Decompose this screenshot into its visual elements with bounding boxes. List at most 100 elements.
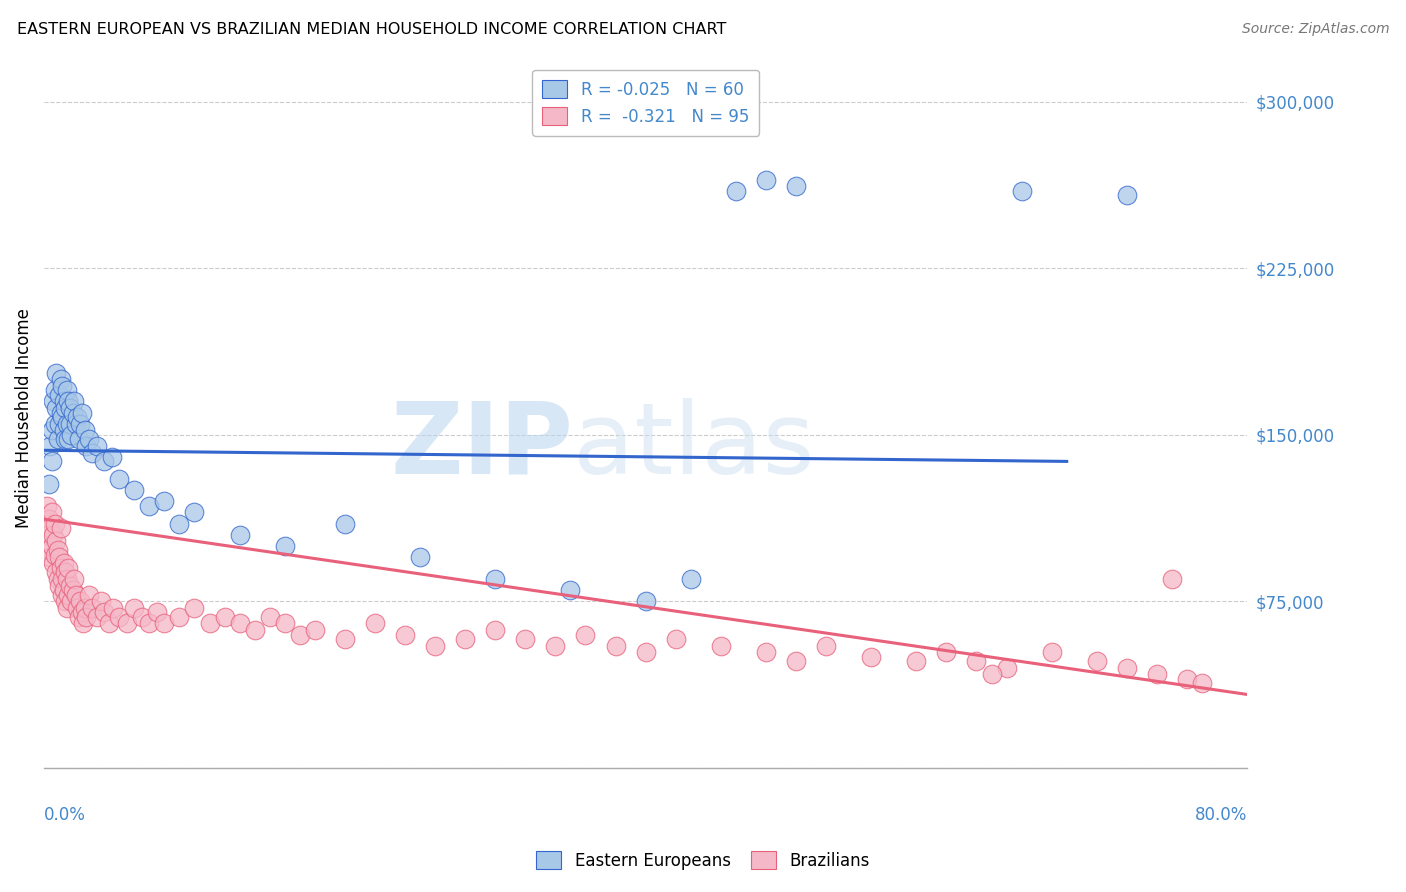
Point xyxy=(53,566,76,580)
Point xyxy=(333,632,356,646)
Point xyxy=(39,521,62,535)
Point xyxy=(1146,667,1168,681)
Point xyxy=(169,516,191,531)
Point xyxy=(77,588,100,602)
Point xyxy=(544,639,567,653)
Text: atlas: atlas xyxy=(574,398,815,494)
Point xyxy=(198,616,221,631)
Point xyxy=(124,600,146,615)
Point xyxy=(124,483,146,498)
Point xyxy=(46,432,69,446)
Point xyxy=(53,432,76,446)
Point xyxy=(65,417,87,431)
Point xyxy=(274,616,297,631)
Point xyxy=(41,505,63,519)
Point xyxy=(44,516,66,531)
Point xyxy=(1040,645,1063,659)
Point xyxy=(52,423,75,437)
Point xyxy=(39,439,62,453)
Point xyxy=(41,539,63,553)
Point xyxy=(39,549,62,564)
Point xyxy=(44,417,66,431)
Point xyxy=(69,594,91,608)
Point xyxy=(90,594,112,608)
Point xyxy=(288,627,311,641)
Text: ZIP: ZIP xyxy=(391,398,574,494)
Point xyxy=(93,605,115,619)
Point xyxy=(82,600,104,615)
Point xyxy=(259,609,281,624)
Point xyxy=(115,616,138,631)
Point xyxy=(70,406,93,420)
Point xyxy=(55,384,77,398)
Point xyxy=(679,572,702,586)
Point xyxy=(38,512,60,526)
Point xyxy=(41,454,63,468)
Point xyxy=(70,605,93,619)
Legend: R = -0.025   N = 60, R =  -0.321   N = 95: R = -0.025 N = 60, R = -0.321 N = 95 xyxy=(533,70,759,136)
Point xyxy=(56,432,79,446)
Point xyxy=(75,439,97,453)
Point xyxy=(45,534,67,549)
Point xyxy=(905,654,928,668)
Point xyxy=(49,372,72,386)
Point xyxy=(42,527,65,541)
Point xyxy=(38,476,60,491)
Point xyxy=(59,401,82,416)
Point xyxy=(49,561,72,575)
Point xyxy=(108,609,131,624)
Point xyxy=(138,499,160,513)
Point xyxy=(86,439,108,453)
Point xyxy=(62,583,84,598)
Point xyxy=(56,561,79,575)
Point xyxy=(51,409,73,424)
Point xyxy=(860,649,883,664)
Point xyxy=(183,505,205,519)
Point xyxy=(59,579,82,593)
Point xyxy=(67,432,90,446)
Point xyxy=(77,432,100,446)
Point xyxy=(63,572,86,586)
Point xyxy=(73,600,96,615)
Point xyxy=(1191,676,1213,690)
Point xyxy=(1115,188,1137,202)
Point xyxy=(46,572,69,586)
Point xyxy=(1161,572,1184,586)
Point xyxy=(560,583,582,598)
Point xyxy=(49,521,72,535)
Point xyxy=(484,572,506,586)
Point xyxy=(55,417,77,431)
Point xyxy=(724,184,747,198)
Point xyxy=(38,543,60,558)
Text: 0.0%: 0.0% xyxy=(44,806,86,824)
Text: Source: ZipAtlas.com: Source: ZipAtlas.com xyxy=(1241,22,1389,37)
Point xyxy=(101,450,124,464)
Point xyxy=(103,600,125,615)
Point xyxy=(228,616,250,631)
Point xyxy=(108,472,131,486)
Point xyxy=(228,527,250,541)
Point xyxy=(138,616,160,631)
Point xyxy=(153,616,176,631)
Point xyxy=(48,417,70,431)
Point xyxy=(980,667,1002,681)
Point xyxy=(41,423,63,437)
Point xyxy=(67,609,90,624)
Point xyxy=(72,616,94,631)
Point xyxy=(53,401,76,416)
Point xyxy=(93,454,115,468)
Point xyxy=(574,627,596,641)
Point xyxy=(55,572,77,586)
Point xyxy=(37,527,59,541)
Point xyxy=(484,623,506,637)
Point xyxy=(46,543,69,558)
Point xyxy=(51,572,73,586)
Point xyxy=(49,406,72,420)
Point xyxy=(44,548,66,562)
Point xyxy=(44,384,66,398)
Point xyxy=(51,379,73,393)
Point xyxy=(60,594,83,608)
Point xyxy=(243,623,266,637)
Point xyxy=(97,616,120,631)
Point xyxy=(86,609,108,624)
